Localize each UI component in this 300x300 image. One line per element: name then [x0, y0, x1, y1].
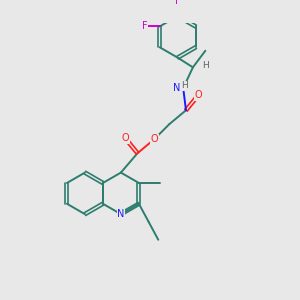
Text: H: H — [181, 81, 188, 90]
Text: F: F — [142, 22, 148, 32]
Text: N: N — [117, 209, 124, 219]
Text: H: H — [202, 61, 209, 70]
Text: F: F — [175, 0, 181, 6]
Text: O: O — [121, 133, 129, 143]
Text: O: O — [195, 90, 202, 100]
Text: N: N — [172, 82, 180, 93]
Text: O: O — [150, 134, 158, 144]
